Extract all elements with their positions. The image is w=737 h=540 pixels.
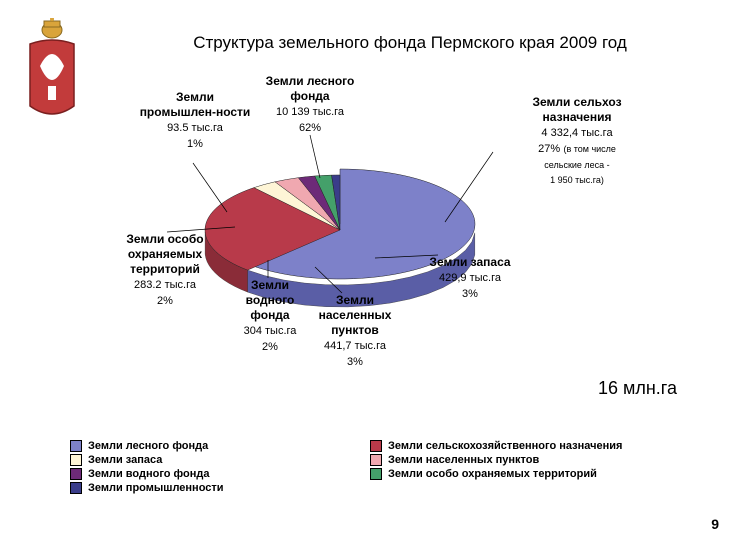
- legend-item: Земли населенных пунктов: [370, 454, 670, 466]
- legend: Земли лесного фонда Земли запаса Земли вод…: [70, 440, 670, 496]
- callout-settle: Землинаселенныхпунктов441,7 тыс.га3%: [300, 293, 410, 370]
- legend-item: Земли водного фонда: [70, 468, 370, 480]
- legend-item: Земли запаса: [70, 454, 370, 466]
- total: 16 млн.га: [598, 378, 677, 399]
- callout-reserve: Земли запаса429,9 тыс.га3%: [410, 255, 530, 302]
- legend-item: Земли промышленности: [70, 482, 370, 494]
- page-number: 9: [711, 516, 719, 532]
- callout-forest: Земли лесногофонда10 139 тыс.га62%: [245, 74, 375, 136]
- legend-item: Земли лесного фонда: [70, 440, 370, 452]
- callout-industry: Землипромышлен-ности93.5 тыс.га1%: [130, 90, 260, 152]
- callout-agri: Земли сельхозназначения4 332,4 тыс.га27%…: [492, 95, 662, 187]
- legend-item: Земли сельскохозяйственного назначения: [370, 440, 670, 452]
- callout-protected: Земли особоохраняемыхтерриторий283.2 тыс…: [105, 232, 225, 309]
- legend-item: Земли особо охраняемых территорий: [370, 468, 670, 480]
